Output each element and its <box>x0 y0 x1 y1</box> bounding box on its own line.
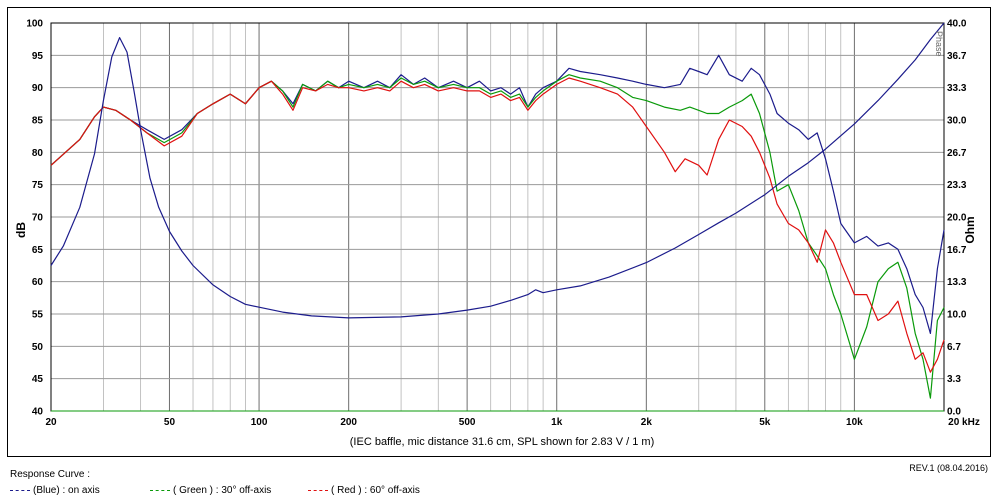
response-chart: 40 45 50 55 60 65 70 75 80 85 90 95 100 0.0 3.3 6.7 10.0… <box>14 19 980 449</box>
x-tick-label: 2k <box>641 417 653 428</box>
left-tick-label: 95 <box>32 51 44 62</box>
right-tick-label: 30.0 <box>947 116 967 127</box>
left-tick-label: 70 <box>32 213 44 224</box>
tick-labels: 40 45 50 55 60 65 70 75 80 85 90 95 100 0.0 3.3 6.7 10.0… <box>26 19 980 429</box>
x-tick-label: 1k <box>551 417 563 428</box>
legend-label: ( Red ) : 60° off-axis <box>331 485 420 496</box>
series-line-1 <box>50 74 945 399</box>
measurement-caption: (IEC baffle, mic distance 31.6 cm, SPL s… <box>350 436 654 448</box>
right-axis-label: Ohm <box>963 216 977 243</box>
series-line-3 <box>50 22 945 319</box>
revision-label: REV.1 (08.04.2016) <box>909 463 988 473</box>
x-tick-label: 20 <box>45 417 57 428</box>
right-tick-label: 0.0 <box>947 407 961 418</box>
left-axis-label: dB <box>14 222 28 238</box>
x-tick-label: 200 <box>340 417 357 428</box>
series-group <box>50 22 945 412</box>
left-tick-label: 85 <box>32 116 44 127</box>
legend-label: ( Green ) : 30° off-axis <box>173 485 272 496</box>
right-tick-label: 20.0 <box>947 213 967 224</box>
right-tick-label: 13.3 <box>947 277 967 288</box>
right-tick-label: 10.0 <box>947 310 967 321</box>
right-tick-label: 3.3 <box>947 374 961 385</box>
left-tick-label: 80 <box>32 148 44 159</box>
right-tick-label: 40.0 <box>947 19 967 30</box>
left-tick-label: 75 <box>32 180 44 191</box>
legend-swatch-green <box>150 489 170 491</box>
x-tick-label: 10k <box>846 417 863 428</box>
right-tick-label: 33.3 <box>947 83 967 94</box>
left-tick-label: 90 <box>32 83 44 94</box>
legend-item-blue: (Blue) : on axis <box>10 485 100 496</box>
legend-item-red: ( Red ) : 60° off-axis <box>308 485 420 496</box>
x-tick-label: 500 <box>459 417 476 428</box>
legend-swatch-blue <box>10 489 30 491</box>
left-tick-label: 60 <box>32 277 44 288</box>
left-tick-label: 40 <box>32 407 44 418</box>
right-tick-label: 6.7 <box>947 342 961 353</box>
left-tick-label: 65 <box>32 245 44 256</box>
x-tick-label: 50 <box>164 417 176 428</box>
right-tick-label: 23.3 <box>947 180 967 191</box>
phase-corner-label: Phase <box>934 31 944 57</box>
left-tick-label: 100 <box>26 19 43 30</box>
left-tick-label: 50 <box>32 342 44 353</box>
legend-swatch-red <box>308 489 328 491</box>
left-tick-label: 55 <box>32 310 44 321</box>
chart-frame: 40 45 50 55 60 65 70 75 80 85 90 95 100 0.0 3.3 6.7 10.0… <box>7 7 991 457</box>
x-tick-label: 20 kHz <box>948 417 980 428</box>
grid <box>50 22 945 412</box>
right-tick-label: 26.7 <box>947 148 967 159</box>
right-tick-label: 36.7 <box>947 51 967 62</box>
legend-label: (Blue) : on axis <box>33 485 100 496</box>
right-tick-label: 16.7 <box>947 245 967 256</box>
series-line-2 <box>50 77 945 373</box>
left-tick-label: 45 <box>32 374 44 385</box>
x-tick-label: 5k <box>759 417 771 428</box>
legend-title: Response Curve : <box>10 469 91 480</box>
series-line-0 <box>50 54 945 334</box>
x-tick-label: 100 <box>251 417 268 428</box>
legend-item-green: ( Green ) : 30° off-axis <box>150 485 271 496</box>
